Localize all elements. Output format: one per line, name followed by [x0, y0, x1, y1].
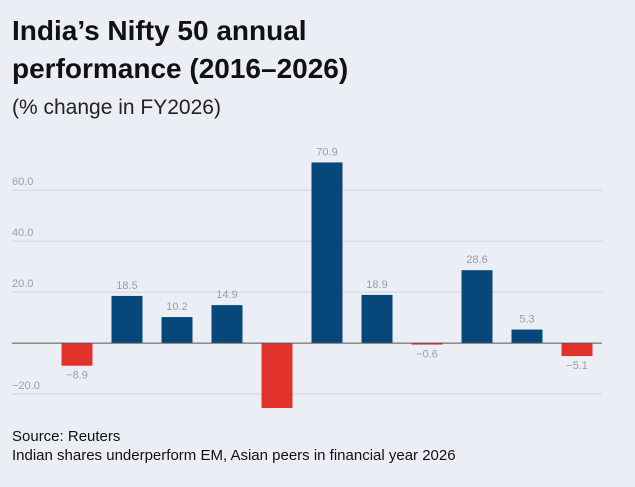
bar — [561, 343, 593, 357]
value-label: 70.9 — [316, 146, 337, 158]
y-tick-label: 60.0 — [12, 176, 33, 188]
value-label: −8.9 — [66, 370, 88, 382]
value-label: −0.6 — [416, 349, 438, 361]
bar — [511, 329, 543, 344]
value-label: 18.5 — [116, 280, 137, 292]
bar — [211, 305, 243, 344]
bar — [311, 162, 343, 344]
y-tick-label: −20.0 — [12, 380, 40, 392]
value-label: 28.6 — [466, 254, 487, 266]
bar — [411, 343, 443, 345]
value-label: −5.1 — [566, 360, 588, 372]
value-label: 18.9 — [366, 279, 387, 291]
chart-subtitle: (% change in FY2026) — [12, 96, 221, 119]
value-label: 14.9 — [216, 289, 237, 301]
bar — [461, 270, 493, 344]
chart-title: India’s Nifty 50 annual performance (201… — [12, 15, 349, 84]
caption: Indian shares underperform EM, Asian pee… — [12, 447, 456, 464]
bar — [361, 294, 393, 344]
bar — [111, 295, 143, 344]
y-tick-label: 40.0 — [12, 227, 33, 239]
y-tick-label: 20.0 — [12, 278, 33, 290]
footer: Source: Reuters Indian shares underperfo… — [0, 422, 635, 487]
value-label: 5.3 — [519, 313, 534, 325]
bar — [61, 343, 93, 366]
value-label: 10.2 — [166, 301, 187, 313]
bar — [161, 317, 193, 344]
bar — [261, 343, 293, 409]
source: Source: Reuters — [12, 428, 121, 445]
